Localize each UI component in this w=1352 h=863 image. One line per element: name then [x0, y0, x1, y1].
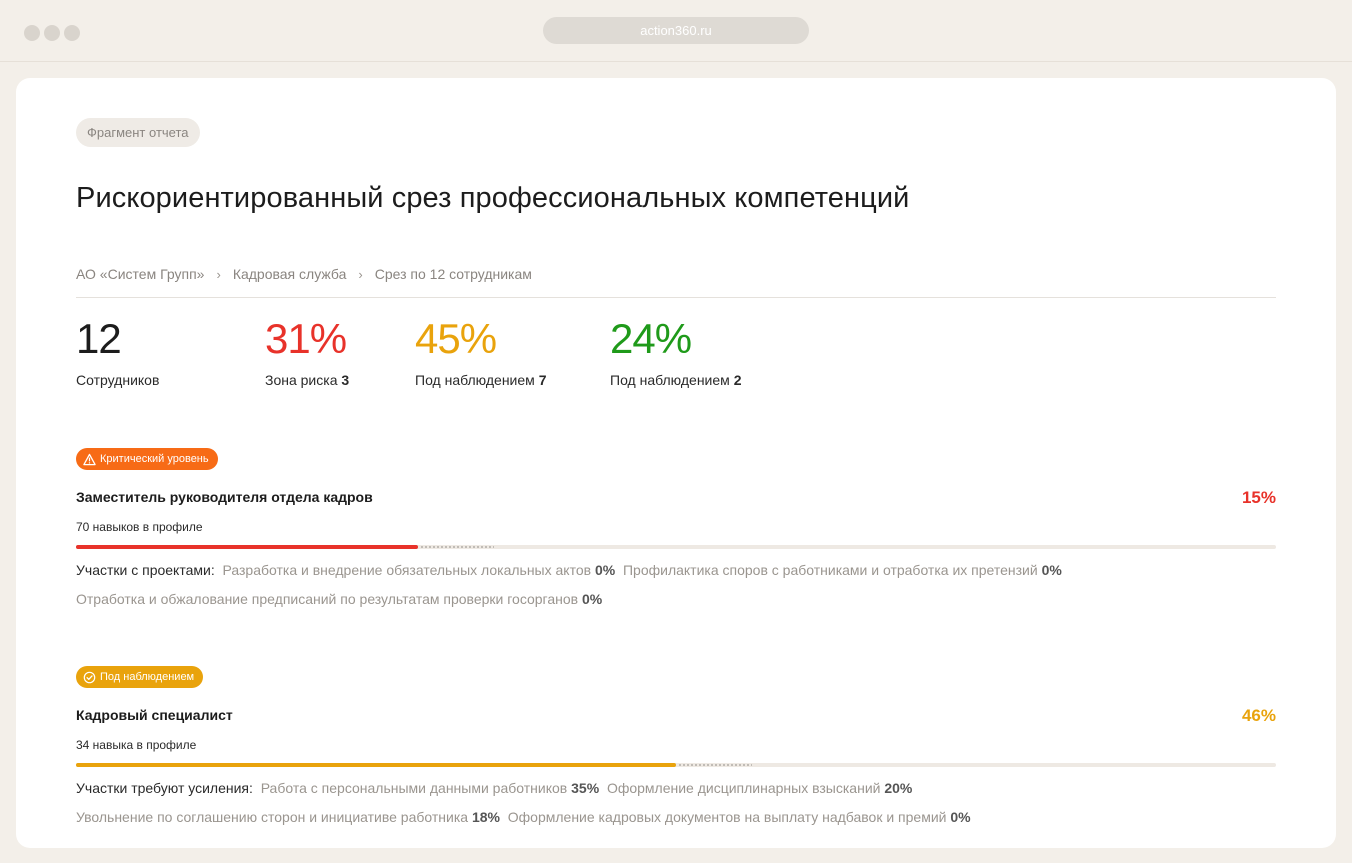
- window-close-dot[interactable]: [24, 25, 40, 41]
- stat-count: 2: [733, 372, 742, 388]
- monitoring-badge: Под наблюдением: [76, 666, 204, 688]
- areas-line: Увольнение по соглашению сторон и инициа…: [76, 809, 971, 825]
- address-bar[interactable]: action360.ru: [543, 17, 809, 44]
- stat-monitoring-1: 45% Под наблюдением 7: [415, 315, 547, 389]
- stat-risk-zone: 31% Зона риска 3: [265, 315, 350, 389]
- report-fragment-chip: Фрагмент отчета: [76, 118, 200, 147]
- progress-track: [76, 545, 1276, 549]
- areas-line: Отработка и обжалование предписаний по р…: [76, 591, 602, 607]
- role-title[interactable]: Заместитель руководителя отдела кадров: [76, 489, 373, 505]
- critical-level-badge: Критический уровень: [76, 448, 218, 470]
- stat-label: Под наблюдением 7: [415, 372, 547, 388]
- breadcrumb-item-current: Срез по 12 сотрудникам: [374, 266, 532, 282]
- divider: [76, 297, 1276, 298]
- stat-label: Зона риска 3: [265, 372, 350, 388]
- areas-line: Участки с проектами: Разработка и внедре…: [76, 562, 1062, 578]
- breadcrumb: АО «Систем Групп» › Кадровая служба › Ср…: [76, 266, 532, 282]
- area-item[interactable]: Оформление кадровых документов на выплат…: [507, 809, 971, 825]
- stat-value: 31%: [265, 315, 347, 362]
- area-item[interactable]: Оформление дисциплинарных взысканий 20%: [606, 780, 913, 796]
- skills-count: 70 навыков в профиле: [76, 520, 203, 534]
- window-minimize-dot[interactable]: [44, 25, 60, 41]
- breadcrumb-item-department[interactable]: Кадровая служба: [232, 266, 347, 282]
- area-item[interactable]: Профилактика споров с работниками и отра…: [622, 562, 1062, 578]
- progress-projection: [420, 545, 494, 549]
- areas-line: Участки требуют усиления: Работа с персо…: [76, 780, 913, 796]
- area-item[interactable]: Увольнение по соглашению сторон и инициа…: [76, 809, 500, 825]
- window-controls: [24, 25, 80, 41]
- area-item[interactable]: Отработка и обжалование предписаний по р…: [76, 591, 603, 607]
- progress-fill: [76, 545, 418, 549]
- breadcrumb-item-company[interactable]: АО «Систем Групп»: [76, 266, 205, 282]
- stat-employees: 12 Сотрудников: [76, 315, 160, 389]
- stat-value: 24%: [610, 315, 692, 362]
- browser-toolbar: action360.ru: [0, 0, 1352, 62]
- window-maximize-dot[interactable]: [64, 25, 80, 41]
- role-title[interactable]: Кадровый специалист: [76, 707, 233, 723]
- role-percent: 15%: [1241, 488, 1276, 507]
- area-item[interactable]: Разработка и внедрение обязательных лока…: [222, 562, 616, 578]
- stat-label: Под наблюдением 2: [610, 372, 742, 388]
- check-badge-icon: [83, 671, 96, 683]
- stat-value: 12: [76, 315, 122, 362]
- skills-count: 34 навыка в профиле: [76, 738, 197, 752]
- stat-label: Сотрудников: [76, 372, 160, 388]
- report-card: Фрагмент отчета Рискориентированный срез…: [16, 78, 1336, 848]
- stat-value: 45%: [415, 315, 497, 362]
- stat-count: 3: [341, 372, 350, 388]
- warning-triangle-icon: [83, 453, 96, 465]
- progress-fill: [76, 763, 676, 767]
- chevron-right-icon: ›: [358, 266, 363, 282]
- stat-count: 7: [538, 372, 547, 388]
- progress-track: [76, 763, 1276, 767]
- progress-projection: [678, 763, 752, 767]
- area-item[interactable]: Работа с персональными данными работнико…: [260, 780, 600, 796]
- chevron-right-icon: ›: [216, 266, 221, 282]
- stat-monitoring-2: 24% Под наблюдением 2: [610, 315, 742, 389]
- page-title: Рискориентированный срез профессиональны…: [76, 182, 910, 214]
- role-percent: 46%: [1241, 706, 1276, 725]
